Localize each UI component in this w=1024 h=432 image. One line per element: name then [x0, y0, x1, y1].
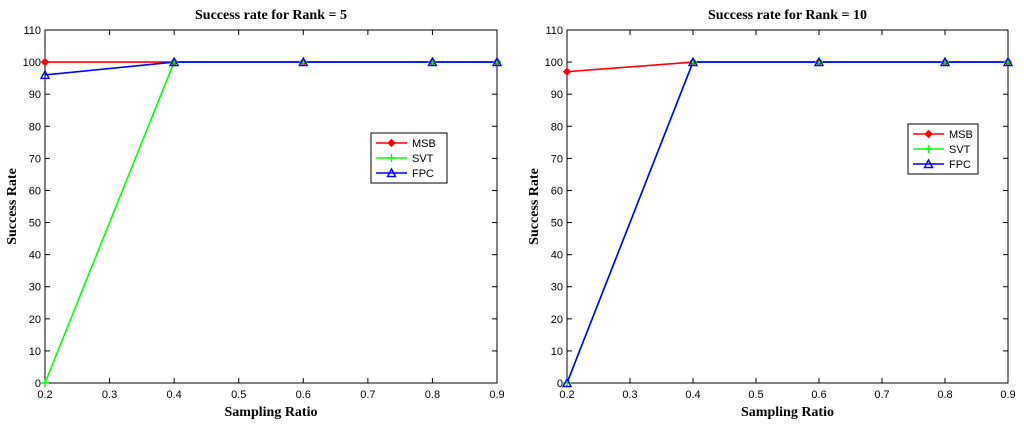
- x-tick-label: 0.4: [685, 389, 700, 401]
- y-tick-label: 80: [551, 121, 563, 133]
- data-point-fpc: [39, 69, 51, 80]
- y-tick-label: 70: [551, 153, 563, 165]
- y-tick-label: 20: [29, 314, 41, 326]
- x-tick-label: 0.3: [622, 389, 637, 401]
- y-tick-label: 10: [29, 346, 41, 358]
- y-axis-label: Success Rate: [527, 168, 542, 245]
- y-tick-label: 50: [551, 218, 563, 230]
- x-tick-label: 0.7: [360, 389, 375, 401]
- x-tick-label: 0.3: [102, 389, 117, 401]
- legend-label-msb: MSB: [949, 129, 973, 141]
- y-tick-label: 60: [551, 185, 563, 197]
- legend-marker-fpc: [923, 158, 934, 169]
- y-tick-label: 20: [551, 314, 563, 326]
- chart-title: Success rate for Rank = 10: [708, 8, 867, 23]
- chart-title: Success rate for Rank = 5: [195, 8, 347, 23]
- legend-label-msb: MSB: [412, 138, 436, 150]
- y-tick-label: 50: [29, 218, 41, 230]
- x-tick-label: 0.2: [559, 389, 574, 401]
- y-tick-label: 80: [29, 121, 41, 133]
- x-tick-label: 0.7: [874, 389, 889, 401]
- legend-label-fpc: FPC: [412, 168, 434, 180]
- legend-label-svt: SVT: [949, 144, 971, 156]
- chart-panel-1: 0 10 20 30 40 50 60 70 80 90 100 110 0.2 0.3 0.4 0.5 0.6…: [5, 8, 505, 420]
- data-point-msb: [40, 57, 50, 67]
- y-tick-label: 30: [551, 282, 563, 294]
- x-tick-label: 0.8: [425, 389, 440, 401]
- data-point-msb: [562, 67, 572, 76]
- y-axis-label: Success Rate: [5, 168, 20, 245]
- legend: MSB SVT FPC: [907, 123, 979, 175]
- y-tick-label: 100: [23, 57, 41, 69]
- data-point-fpc: [298, 56, 309, 67]
- x-tick-label: 0.5: [748, 389, 763, 401]
- y-tick-label: 30: [29, 282, 41, 294]
- y-tick-label: 0: [557, 378, 563, 390]
- chart-panel-2: 0 10 20 30 40 50 60 70 80 90 100 110 0.2 0.3 0.4 0.5 0.6…: [527, 8, 1016, 420]
- y-tick-label: 90: [29, 89, 41, 101]
- x-axis-label: Sampling Ratio: [225, 405, 318, 420]
- y-tick-label: 40: [551, 250, 563, 262]
- data-point-svt: [41, 379, 49, 387]
- y-tick-label: 110: [23, 25, 41, 37]
- data-point-fpc: [427, 56, 438, 67]
- legend-marker-svt: [924, 145, 933, 153]
- legend-marker-fpc: [386, 167, 397, 178]
- legend-label-fpc: FPC: [949, 159, 971, 171]
- x-tick-label: 0.5: [231, 389, 246, 401]
- data-point-fpc: [491, 56, 503, 67]
- legend-marker-svt: [387, 154, 396, 162]
- data-point-fpc: [813, 56, 825, 67]
- legend-marker-msb: [924, 129, 933, 139]
- plot-area: [44, 29, 498, 384]
- data-point-fpc: [687, 56, 699, 67]
- data-point-fpc: [168, 56, 180, 67]
- plot-area: [566, 29, 1009, 384]
- legend-marker-msb: [387, 138, 396, 148]
- y-tick-label: 70: [29, 153, 41, 165]
- y-tick-label: 60: [29, 185, 41, 197]
- legend-label-svt: SVT: [412, 153, 434, 165]
- x-tick-label: 0.4: [166, 389, 181, 401]
- x-tick-label: 0.8: [937, 389, 952, 401]
- y-tick-label: 10: [551, 346, 563, 358]
- y-tick-label: 100: [545, 57, 563, 69]
- data-point-fpc: [561, 377, 573, 388]
- x-tick-label: 0.9: [1000, 389, 1015, 401]
- x-tick-label: 0.6: [296, 389, 311, 401]
- x-tick-label: 0.2: [37, 389, 52, 401]
- data-point-fpc: [1002, 56, 1014, 67]
- y-tick-label: 0: [35, 378, 41, 390]
- y-tick-label: 110: [545, 25, 563, 37]
- x-tick-label: 0.9: [489, 389, 504, 401]
- legend: MSB SVT FPC: [370, 132, 448, 184]
- data-point-fpc: [939, 56, 951, 67]
- y-tick-label: 90: [551, 89, 563, 101]
- x-tick-label: 0.6: [811, 389, 826, 401]
- x-axis-label: Sampling Ratio: [741, 405, 834, 420]
- y-tick-label: 40: [29, 250, 41, 262]
